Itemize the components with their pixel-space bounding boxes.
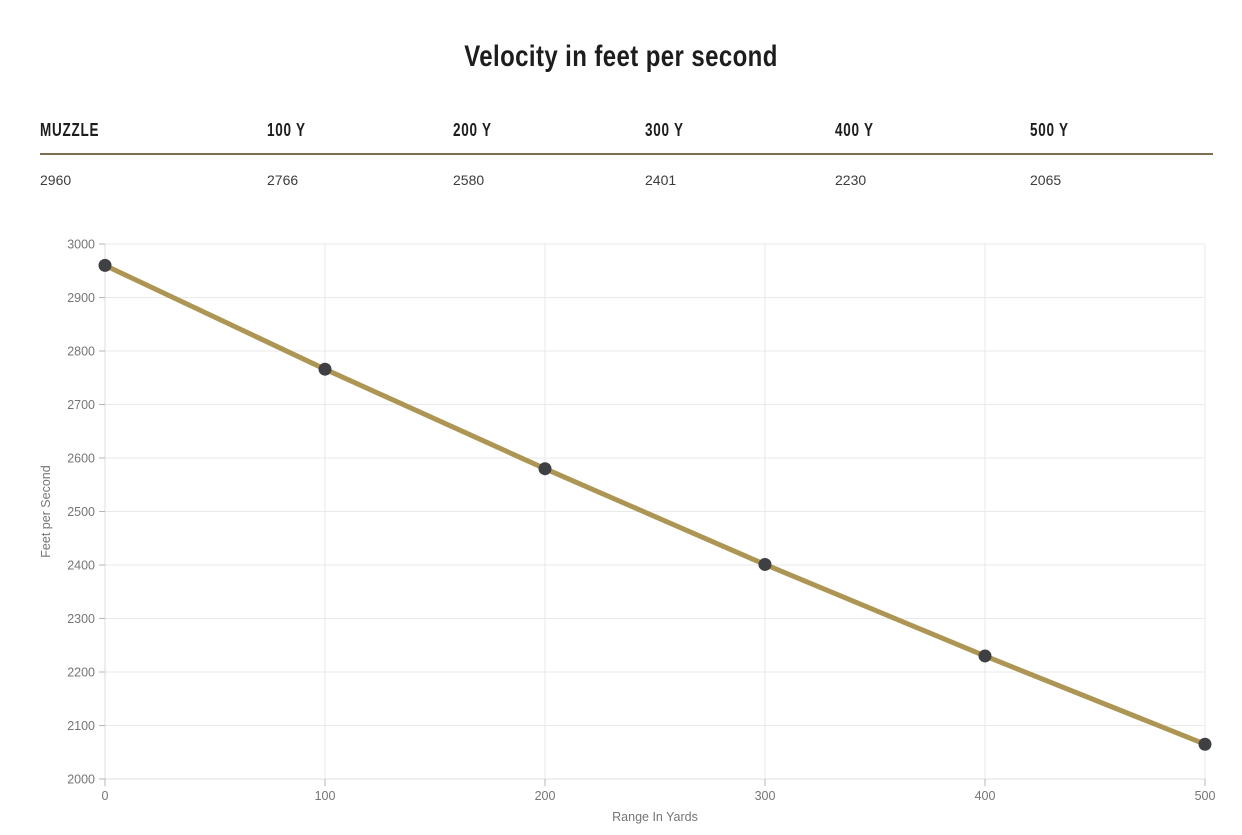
table-header-cell-500y: 500 Y [1030, 120, 1213, 141]
table-value-300y: 2401 [645, 172, 677, 188]
table-value-100y: 2766 [267, 172, 299, 188]
table-header-label: 100 Y [267, 120, 306, 140]
x-tick-label: 400 [975, 789, 996, 803]
table-header-label: 500 Y [1030, 120, 1069, 140]
table-header-label: 300 Y [645, 120, 684, 140]
velocity-table: MUZZLE 100 Y 200 Y 300 Y 400 Y 500 Y 296… [40, 120, 1213, 188]
chart-svg: 2000210022002300240025002600270028002900… [39, 238, 1216, 825]
x-axis-title: Range In Yards [612, 810, 698, 824]
y-axis-title: Feet per Second [39, 465, 53, 557]
y-tick-label: 2400 [67, 559, 95, 573]
y-tick-label: 3000 [67, 238, 95, 252]
y-tick-label: 2900 [67, 291, 95, 305]
chart-point[interactable] [318, 362, 332, 376]
table-header-cell-200y: 200 Y [453, 120, 645, 141]
x-tick-label: 500 [1195, 789, 1216, 803]
table-header-cell-100y: 100 Y [267, 120, 453, 141]
table-header-label: 400 Y [835, 120, 874, 140]
velocity-chart: 2000 2100 2200 2300 2400 2500 2600 2700 2800 2900… [0, 229, 1242, 834]
table-value-200y: 2580 [453, 172, 485, 188]
chart-point[interactable] [538, 462, 552, 476]
table-header-cell-400y: 400 Y [835, 120, 1030, 141]
x-tick-label: 200 [535, 789, 556, 803]
y-tick-label: 2100 [67, 719, 95, 733]
y-tick-label: 2300 [67, 612, 95, 626]
x-tick-label: 0 [102, 789, 109, 803]
table-header-cell-muzzle: MUZZLE [40, 120, 267, 141]
y-tick-label: 2200 [67, 666, 95, 680]
y-tick-label: 2500 [67, 505, 95, 519]
table-header-cell-300y: 300 Y [645, 120, 835, 141]
page-title: Velocity in feet per second [0, 0, 1242, 74]
chart-point[interactable] [758, 557, 772, 571]
y-tick-label: 2000 [67, 773, 95, 787]
table-value-muzzle: 2960 [40, 172, 72, 188]
x-tick-label: 300 [755, 789, 776, 803]
table-value-row: 2960 2766 2580 2401 2230 2065 [40, 155, 1213, 188]
table-value-500y: 2065 [1030, 172, 1062, 188]
x-tick-label: 100 [315, 789, 336, 803]
chart-point[interactable] [98, 258, 112, 272]
table-header-row: MUZZLE 100 Y 200 Y 300 Y 400 Y 500 Y [40, 120, 1213, 155]
page-title-text: Velocity in feet per second [464, 40, 778, 73]
y-tick-label: 2700 [67, 398, 95, 412]
table-value-400y: 2230 [835, 172, 867, 188]
table-header-label: 200 Y [453, 120, 492, 140]
y-tick-label: 2600 [67, 452, 95, 466]
table-header-label: MUZZLE [40, 120, 100, 140]
chart-line [102, 262, 1208, 747]
chart-point[interactable] [978, 649, 992, 663]
chart-point[interactable] [1198, 737, 1212, 751]
y-tick-label: 2800 [67, 345, 95, 359]
